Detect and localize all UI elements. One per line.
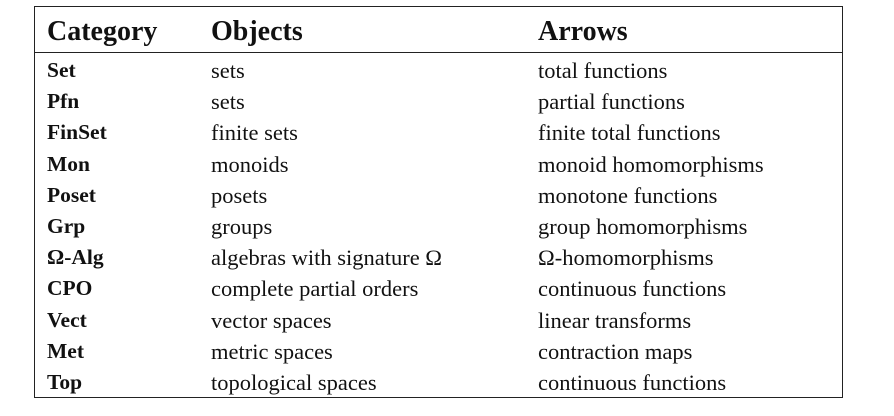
- category-arrows: total functions: [538, 58, 668, 83]
- header-arrows: Arrows: [538, 16, 628, 47]
- category-objects: topological spaces: [211, 369, 377, 395]
- table-body: Set sets total functions Pfn sets partia…: [35, 56, 842, 399]
- table-row: Grp groups group homomorphisms: [35, 212, 842, 243]
- table-row: Pfn sets partial functions: [35, 87, 842, 118]
- category-arrows: group homomorphisms: [538, 213, 748, 239]
- category-arrows: finite total functions: [538, 120, 721, 146]
- category-name: Set: [47, 58, 76, 82]
- category-name: FinSet: [47, 120, 107, 145]
- category-arrows: partial functions: [538, 89, 685, 115]
- category-objects: groups: [211, 213, 273, 239]
- category-name: Pfn: [47, 89, 80, 114]
- category-objects: complete partial orders: [211, 276, 419, 302]
- category-name: Vect: [47, 307, 87, 332]
- category-arrows: linear transforms: [538, 307, 692, 333]
- category-objects: algebras with signature Ω: [211, 245, 443, 271]
- category-name: Ω-Alg: [47, 245, 104, 270]
- table-row: Poset posets monotone functions: [35, 181, 842, 212]
- category-name: Grp: [47, 213, 86, 238]
- header-objects: Objects: [211, 16, 303, 47]
- category-arrows: continuous functions: [538, 369, 727, 395]
- category-objects: monoids: [211, 151, 289, 177]
- category-objects: sets: [211, 58, 245, 83]
- category-name: Mon: [47, 151, 90, 176]
- category-objects: finite sets: [211, 120, 298, 146]
- category-arrows: Ω-homomorphisms: [538, 245, 714, 271]
- category-name: CPO: [47, 276, 93, 301]
- category-arrows: contraction maps: [538, 338, 693, 364]
- categories-table: Category Objects Arrows Set sets total f…: [34, 6, 843, 398]
- table-header-row: Category Objects Arrows: [35, 7, 842, 53]
- category-objects: vector spaces: [211, 307, 332, 333]
- table-row: Vect vector spaces linear transforms: [35, 306, 842, 337]
- table-row: Ω-Alg algebras with signature Ω Ω-homomo…: [35, 243, 842, 274]
- category-objects: posets: [211, 182, 268, 208]
- table-row: CPO complete partial orders continuous f…: [35, 274, 842, 305]
- category-objects: sets: [211, 89, 245, 115]
- category-name: Poset: [47, 182, 96, 207]
- category-arrows: continuous functions: [538, 276, 727, 302]
- table-row: FinSet finite sets finite total function…: [35, 118, 842, 149]
- category-name: Top: [47, 369, 83, 394]
- category-arrows: monotone functions: [538, 182, 718, 208]
- category-name: Met: [47, 338, 84, 363]
- table-row: Set sets total functions: [35, 56, 842, 87]
- category-objects: metric spaces: [211, 338, 333, 364]
- table-row: Mon monoids monoid homomorphisms: [35, 150, 842, 181]
- category-arrows: monoid homomorphisms: [538, 151, 764, 177]
- table-row: Top topological spaces continuous functi…: [35, 368, 842, 399]
- table-row: Met metric spaces contraction maps: [35, 337, 842, 368]
- header-category: Category: [47, 16, 158, 47]
